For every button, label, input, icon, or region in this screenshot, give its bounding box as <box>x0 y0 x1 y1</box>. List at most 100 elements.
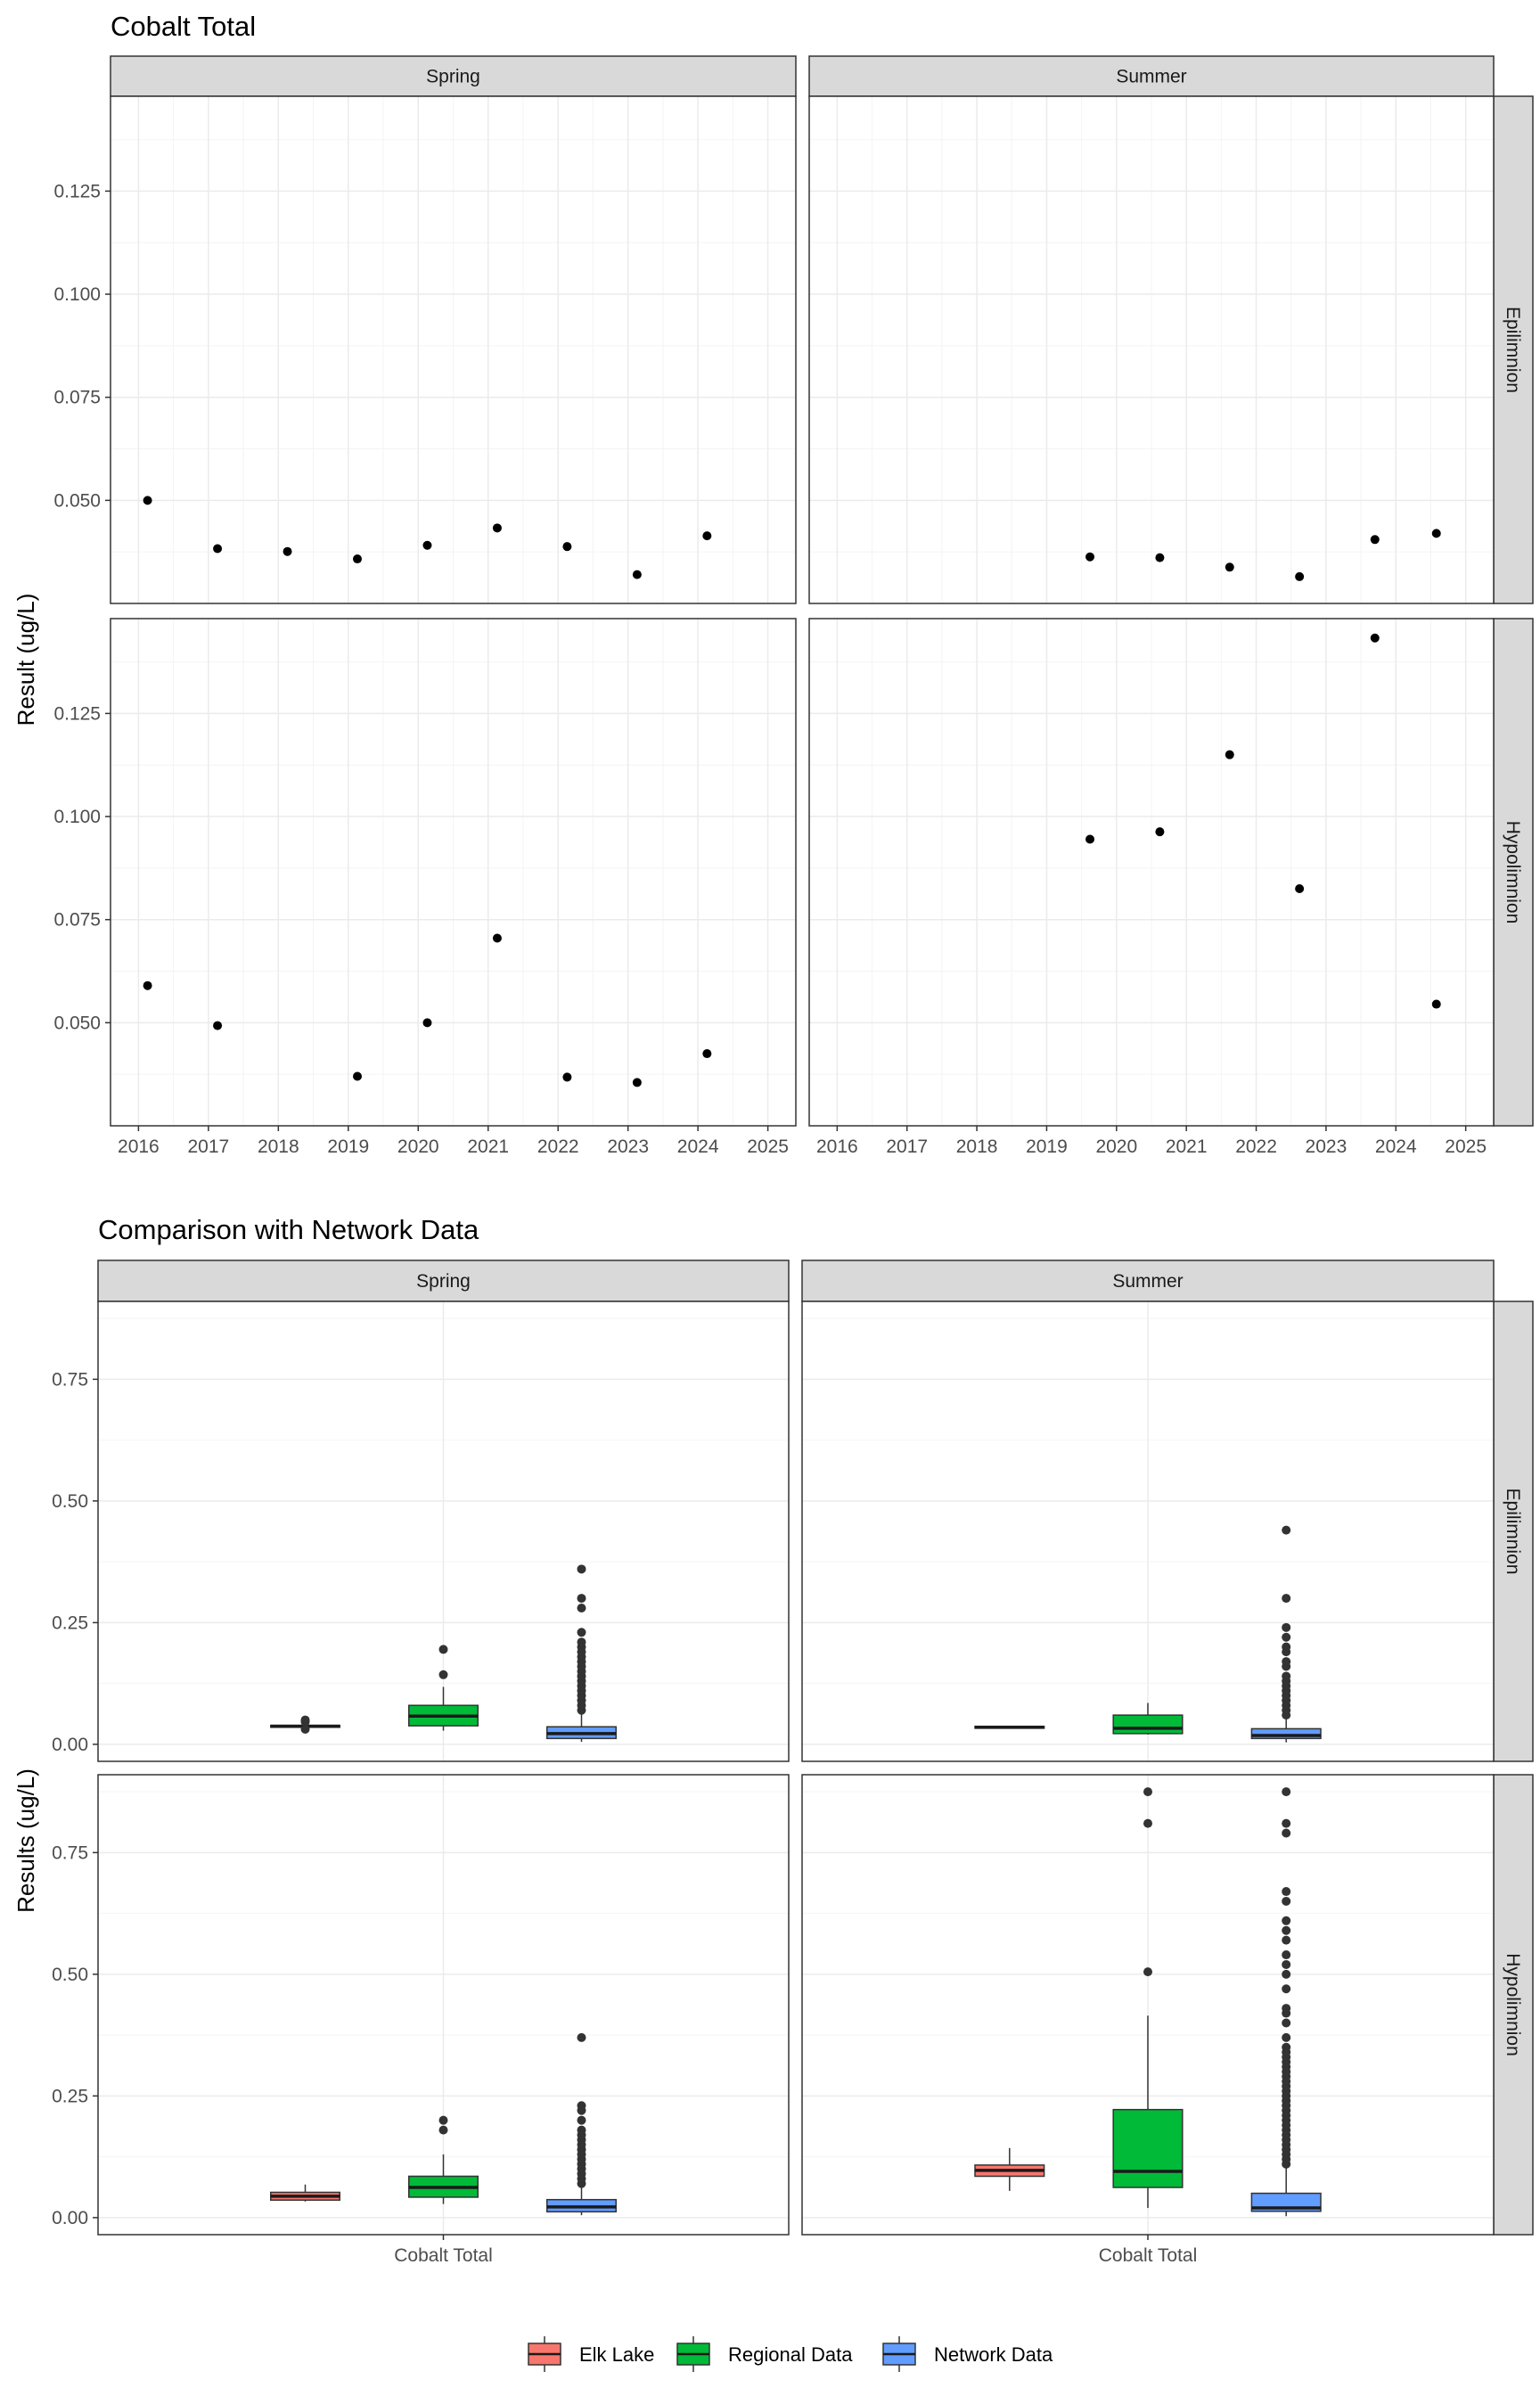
boxplot-elk-lake <box>270 2184 340 2202</box>
data-point <box>492 523 502 533</box>
boxplot-network-data <box>1250 1525 1322 1743</box>
box-outlier <box>1143 1787 1152 1797</box>
y-tick-label: 0.050 <box>53 490 101 511</box>
box-body <box>1250 1727 1322 1740</box>
panel-border <box>97 1301 790 1762</box>
box-outlier <box>1282 1657 1291 1667</box>
box-outlier <box>1143 1818 1152 1828</box>
data-point <box>143 496 152 505</box>
box-outlier <box>1282 1671 1291 1681</box>
box-outlier <box>1282 1632 1291 1642</box>
x-tick-label: 2016 <box>816 1136 858 1157</box>
panel-border <box>808 618 1495 1127</box>
scatter-panel <box>111 96 796 603</box>
x-tick-label: 2019 <box>1026 1136 1068 1157</box>
x-tick-label: 2025 <box>747 1136 789 1157</box>
x-tick-label: 2016 <box>118 1136 160 1157</box>
data-point <box>632 570 642 579</box>
y-tick-label: 0.125 <box>53 703 101 724</box>
data-point <box>213 1021 223 1030</box>
x-tick-label: 2023 <box>607 1136 649 1157</box>
x-tick-label: 2018 <box>956 1136 998 1157</box>
legend-item-network-data: Network Data <box>882 2336 1053 2372</box>
box-outlier <box>300 1715 310 1725</box>
box-body <box>1112 1714 1184 1735</box>
scatter-panel <box>809 619 1494 1126</box>
data-point <box>1295 571 1305 581</box>
box-outlier <box>1282 1950 1291 1960</box>
y-tick-label: 0.100 <box>53 284 101 305</box>
legend-label: Network Data <box>934 2343 1053 2366</box>
facet-strip-hypolimnion <box>1493 618 1534 1127</box>
facet-strip-epilimnion <box>1493 95 1534 604</box>
top-chart-title: Cobalt Total <box>111 11 256 42</box>
data-point <box>562 542 572 552</box>
box-outlier <box>438 1670 448 1679</box>
panel-border <box>110 618 797 1127</box>
data-point <box>352 1071 362 1081</box>
box-outlier <box>1282 2018 1291 2028</box>
box-outlier <box>438 2125 448 2135</box>
box-outlier <box>577 1628 586 1637</box>
data-point <box>143 981 152 990</box>
box-outlier <box>1282 2032 1291 2042</box>
x-tick-label: 2023 <box>1306 1136 1348 1157</box>
data-point <box>1225 562 1234 572</box>
bottom-chart-title: Comparison with Network Data <box>98 1214 479 1245</box>
boxplot-regional-data <box>1112 1703 1184 1735</box>
bottom-chart-y-axis-label: Results (ug/L) <box>12 1768 39 1913</box>
y-tick-label: 0.50 <box>52 1965 88 1985</box>
box-outlier <box>1282 2004 1291 2014</box>
data-point <box>1295 884 1305 894</box>
x-tick-label: 2021 <box>467 1136 509 1157</box>
box-outlier <box>1282 1828 1291 1838</box>
box-outlier <box>577 2032 586 2042</box>
legend-item-regional-data: Regional Data <box>676 2336 853 2372</box>
facet-strip-label: Spring <box>416 1271 471 1292</box>
data-point <box>1085 834 1095 844</box>
data-point <box>422 1018 432 1028</box>
x-tick-label: 2017 <box>886 1136 928 1157</box>
box-outlier <box>1282 1984 1291 1994</box>
data-point <box>1370 633 1380 643</box>
facet-strip-hypolimnion <box>1493 1774 1534 2236</box>
y-tick-label: 0.00 <box>52 1735 88 1755</box>
facet-strip-summer <box>808 55 1495 97</box>
y-tick-label: 0.25 <box>52 2086 88 2106</box>
x-tick-label: 2020 <box>397 1136 439 1157</box>
y-tick-label: 0.75 <box>52 1369 88 1390</box>
box-outlier <box>1282 1935 1291 1945</box>
legend-label: Elk Lake <box>579 2343 654 2366</box>
x-tick-label: 2018 <box>258 1136 299 1157</box>
box-outlier <box>1282 1896 1291 1906</box>
box-outlier <box>300 1724 310 1734</box>
y-tick-label: 0.50 <box>52 1491 88 1512</box>
x-tick-label: Cobalt Total <box>1099 2245 1198 2266</box>
top-chart-y-axis-label: Result (ug/L) <box>12 594 39 726</box>
x-tick-label: 2024 <box>677 1136 719 1157</box>
box-outlier <box>438 2115 448 2125</box>
box-outlier <box>1143 1967 1152 1977</box>
box-outlier <box>577 1594 586 1604</box>
box-outlier <box>577 1637 586 1647</box>
x-tick-label: 2022 <box>537 1136 579 1157</box>
facet-strip-spring <box>97 1260 790 1302</box>
boxplot-elk-lake <box>270 1715 340 1734</box>
facet-strip-label: Summer <box>1116 67 1186 87</box>
facet-strip-label: Epilimnion <box>1503 1489 1523 1575</box>
box-outlier <box>1282 1594 1291 1604</box>
box-outlier <box>1282 1969 1291 1979</box>
boxplot-regional-data <box>1112 1787 1184 2208</box>
boxplot-network-data <box>1250 1787 1322 2217</box>
legend: Elk Lake Regional Data Network Data <box>528 2336 1053 2372</box>
box-body <box>1112 2108 1184 2188</box>
scatter-panel <box>111 619 796 1126</box>
data-point <box>702 531 712 541</box>
panel-border <box>110 95 797 604</box>
box-outlier <box>1282 1959 1291 1969</box>
legend-item-elk-lake: Elk Lake <box>528 2336 654 2372</box>
box-outlier <box>577 2101 586 2111</box>
box-outlier <box>577 1604 586 1612</box>
x-tick-label: 2019 <box>327 1136 369 1157</box>
